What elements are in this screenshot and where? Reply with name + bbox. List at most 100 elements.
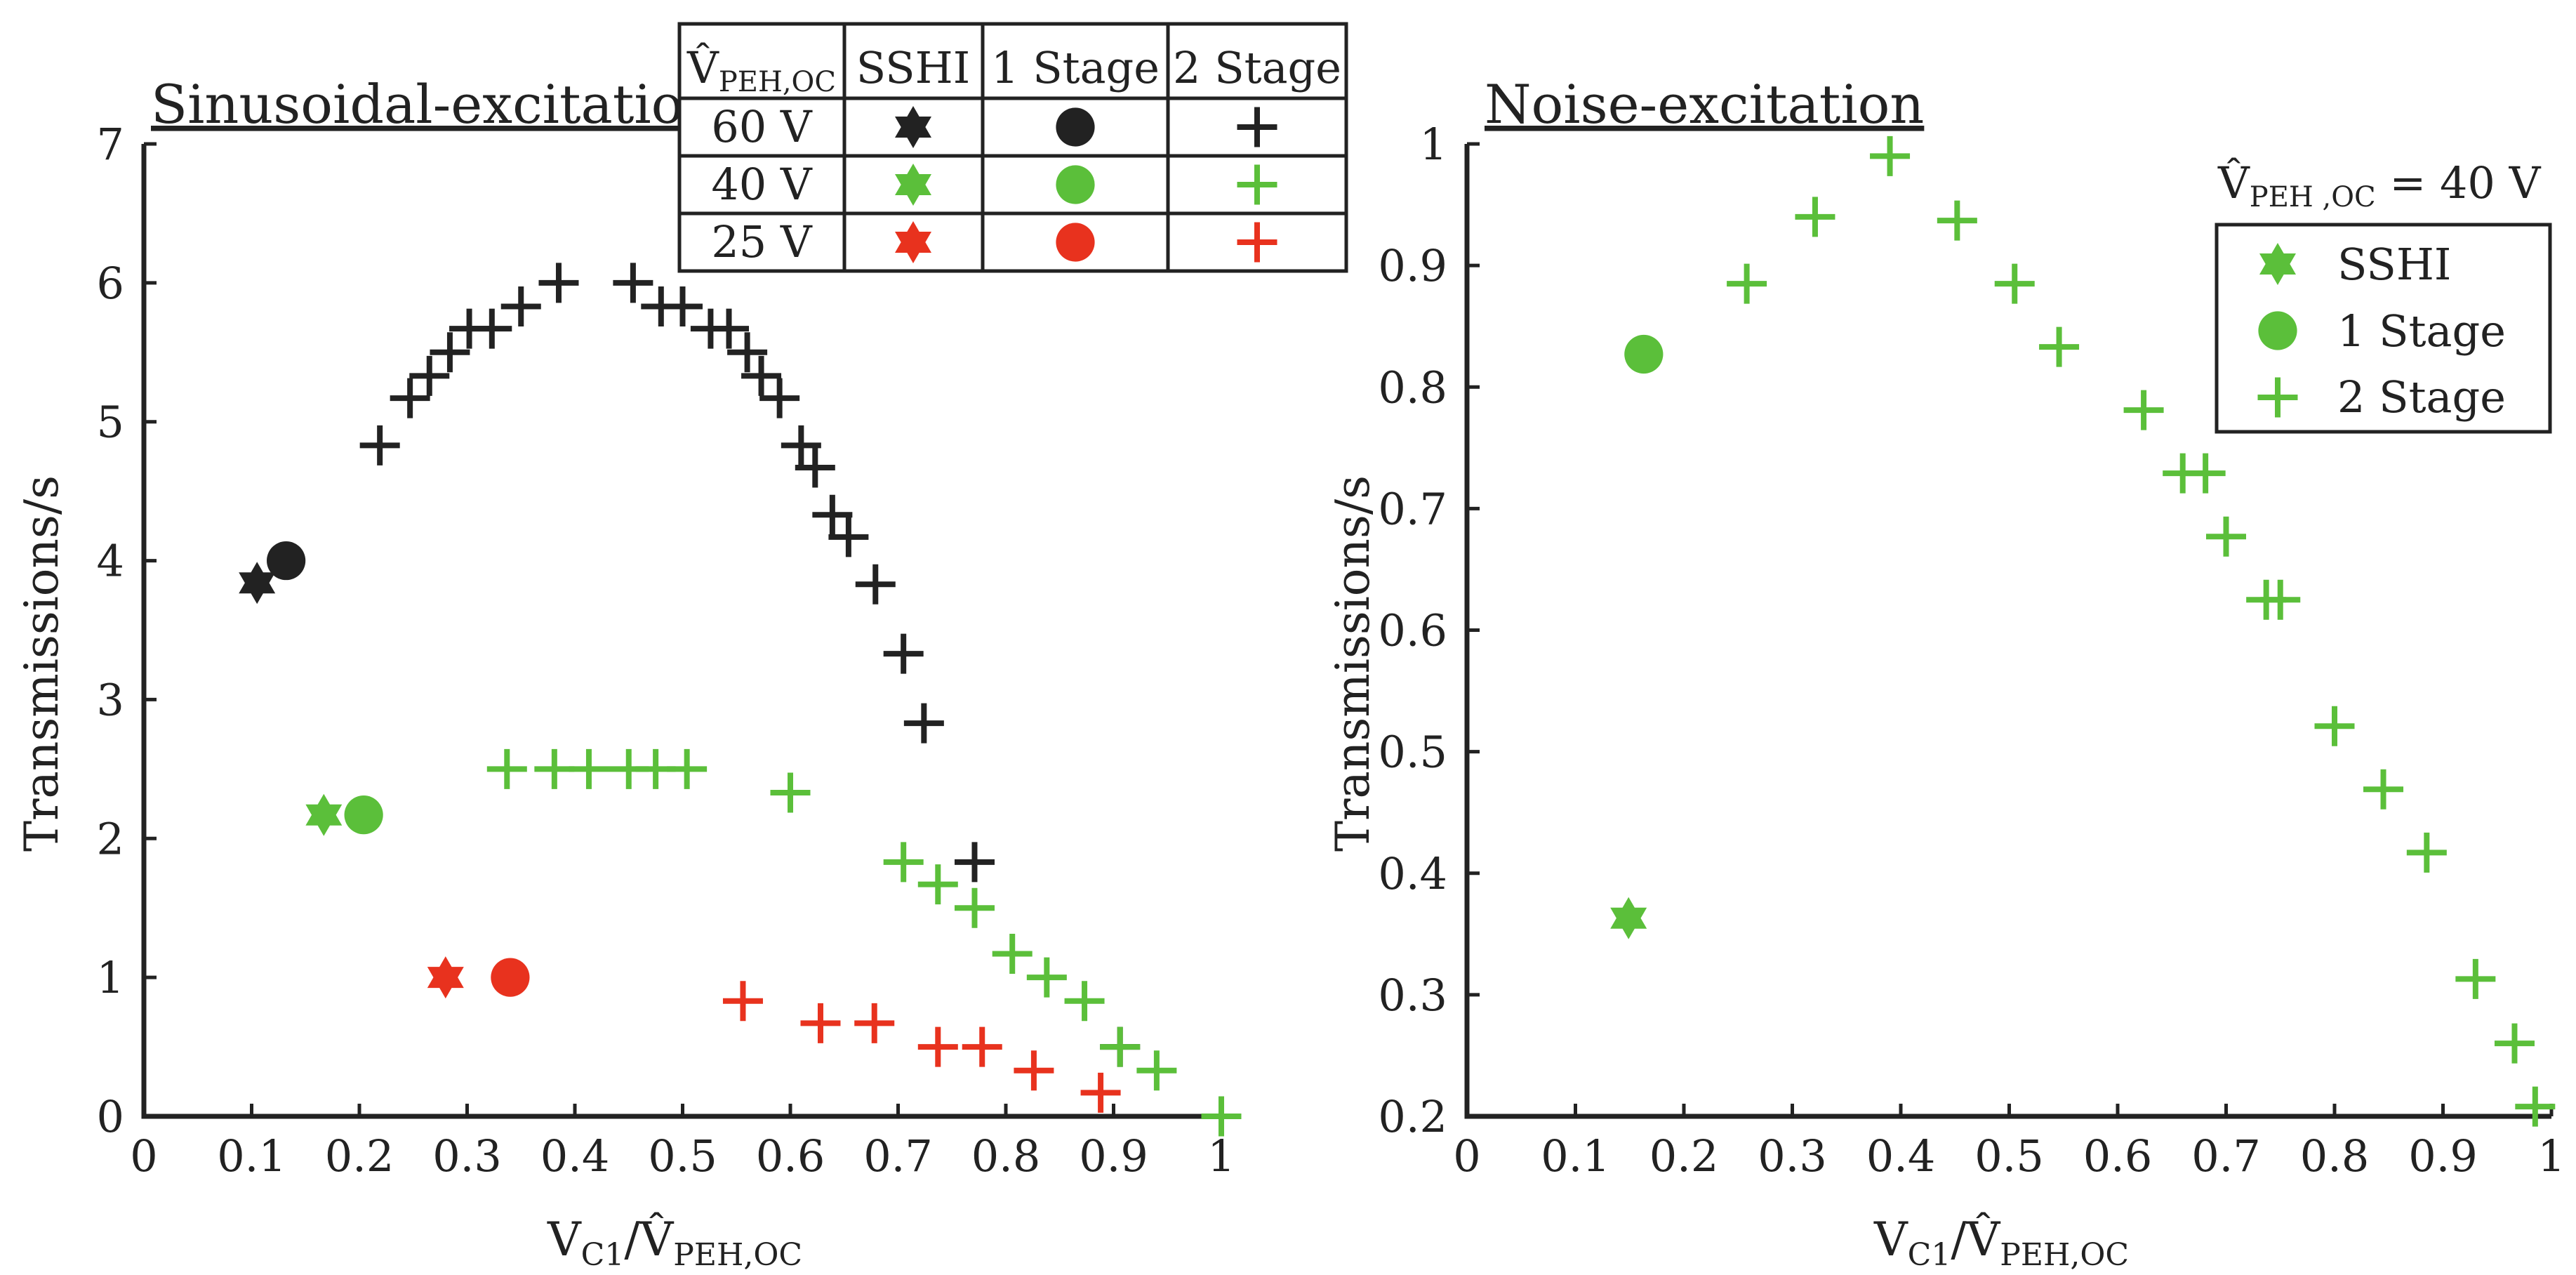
table-header-sshi: SSHI bbox=[856, 42, 970, 93]
legend-table-frame bbox=[677, 22, 1348, 273]
left-chart-title: Sinusoidal-excitation bbox=[151, 73, 717, 136]
data-point-plus bbox=[2406, 832, 2447, 873]
y-tick-label: 0.9 bbox=[1378, 240, 1447, 291]
x-tick-label: 0.9 bbox=[2408, 1130, 2478, 1182]
x-tick-label: 1 bbox=[2537, 1130, 2565, 1182]
data-point-plus bbox=[962, 1026, 1002, 1067]
table-marker-circle bbox=[1056, 107, 1095, 147]
right-ticks: 0 0.1 0.2 0.3 0.4 0.5 0.6 0.7 0.8 0.9 1 0.2 0.3 0.4 0.… bbox=[1378, 119, 2565, 1182]
y-tick-label: 0.8 bbox=[1378, 362, 1447, 413]
data-point-plus bbox=[1100, 1026, 1141, 1067]
data-point-plus bbox=[359, 425, 400, 465]
x-tick-label: 0.3 bbox=[1758, 1130, 1827, 1182]
data-point-plus bbox=[538, 263, 579, 303]
x-tick-label: 0.8 bbox=[971, 1130, 1041, 1182]
legend-marker-plus bbox=[2257, 377, 2298, 418]
data-point-plus bbox=[2314, 706, 2355, 746]
data-point-star bbox=[427, 956, 464, 999]
table-marker-circle bbox=[1056, 223, 1095, 262]
data-point-plus bbox=[812, 494, 853, 535]
legend-sshi: SSHI bbox=[2337, 239, 2451, 290]
data-point-plus bbox=[390, 378, 430, 418]
data-point-plus bbox=[722, 981, 763, 1022]
right-data-points bbox=[1610, 136, 2556, 1127]
data-point-plus bbox=[500, 286, 541, 326]
table-row-60v: 60 V bbox=[711, 101, 813, 152]
data-point-plus bbox=[1727, 263, 1767, 304]
table-markers bbox=[895, 106, 1277, 263]
data-point-plus bbox=[486, 748, 527, 789]
y-tick-label: 0.6 bbox=[1378, 605, 1447, 656]
table-header-1stage: 1 Stage bbox=[991, 42, 1160, 93]
data-point-plus bbox=[2123, 390, 2164, 430]
data-point-plus bbox=[883, 633, 924, 674]
left-data-points bbox=[239, 263, 1242, 1137]
data-point-plus bbox=[472, 308, 512, 349]
data-point-plus bbox=[430, 332, 470, 373]
table-marker-star bbox=[895, 221, 931, 263]
right-y-axis-label: Transmissions/s bbox=[1326, 475, 1380, 852]
x-tick-label: 0.6 bbox=[2083, 1130, 2153, 1182]
data-point-circle bbox=[1624, 334, 1664, 374]
legend-2stage: 2 Stage bbox=[2337, 371, 2506, 423]
data-point-plus bbox=[2260, 579, 2301, 620]
legend-marker-circle bbox=[2258, 311, 2297, 350]
x-tick-label: 1 bbox=[1207, 1130, 1235, 1182]
data-point-plus bbox=[1201, 1096, 1242, 1137]
data-point-plus bbox=[534, 748, 575, 789]
right-chart-title: Noise-excitation bbox=[1485, 73, 1924, 136]
table-marker-plus bbox=[1237, 164, 1277, 205]
data-point-plus bbox=[800, 1003, 841, 1043]
x-tick-label: 0.5 bbox=[648, 1130, 717, 1182]
data-point-plus bbox=[903, 703, 944, 744]
data-point-plus bbox=[741, 355, 782, 396]
data-point-plus bbox=[854, 1003, 895, 1043]
data-point-plus bbox=[759, 378, 800, 418]
y-tick-label: 4 bbox=[97, 536, 124, 587]
data-point-star bbox=[1610, 897, 1647, 939]
x-tick-label: 0.9 bbox=[1079, 1130, 1148, 1182]
data-point-star bbox=[305, 793, 343, 836]
legend-1stage: 1 Stage bbox=[2337, 305, 2506, 357]
x-tick-label: 0.2 bbox=[1649, 1130, 1719, 1182]
data-point-plus bbox=[709, 308, 750, 349]
data-point-plus bbox=[855, 564, 896, 605]
data-point-plus bbox=[2363, 769, 2404, 810]
data-point-plus bbox=[2515, 1086, 2556, 1127]
x-tick-label: 0 bbox=[130, 1130, 157, 1182]
data-point-plus bbox=[727, 332, 768, 373]
y-tick-label: 0.4 bbox=[1378, 848, 1447, 899]
data-point-plus bbox=[663, 286, 703, 326]
x-tick-label: 0.8 bbox=[2300, 1130, 2370, 1182]
data-point-plus bbox=[2455, 958, 2496, 999]
table-marker-star bbox=[895, 106, 931, 148]
left-y-axis-label: Transmissions/s bbox=[15, 475, 69, 852]
data-point-plus bbox=[1870, 136, 1911, 176]
data-point-plus bbox=[883, 842, 924, 883]
data-point-plus bbox=[1994, 263, 2035, 304]
data-point-plus bbox=[770, 772, 811, 813]
table-row-25v: 25 V bbox=[711, 216, 813, 267]
data-point-plus bbox=[1080, 1072, 1121, 1113]
x-tick-label: 0.7 bbox=[863, 1130, 933, 1182]
y-tick-label: 0.7 bbox=[1378, 483, 1447, 534]
y-tick-label: 0 bbox=[97, 1091, 124, 1142]
data-point-plus bbox=[917, 864, 958, 905]
data-point-plus bbox=[1064, 981, 1105, 1022]
voltage-legend-table: V̂PEH,OC SSHI 1 Stage 2 Stage 60 V 40 V … bbox=[677, 22, 1348, 273]
y-tick-label: 6 bbox=[97, 258, 124, 309]
data-point-circle bbox=[491, 958, 530, 997]
table-row-40v: 40 V bbox=[711, 159, 813, 210]
legend-marker-star bbox=[2259, 243, 2296, 285]
x-tick-label: 0.2 bbox=[325, 1130, 394, 1182]
data-point-plus bbox=[917, 1026, 958, 1067]
data-point-circle bbox=[267, 541, 306, 581]
x-tick-label: 0.1 bbox=[1541, 1130, 1610, 1182]
y-tick-label: 0.5 bbox=[1378, 727, 1447, 778]
table-marker-star bbox=[895, 164, 931, 206]
y-tick-label: 1 bbox=[1420, 119, 1447, 170]
x-tick-label: 0.1 bbox=[217, 1130, 286, 1182]
table-marker-circle bbox=[1056, 165, 1095, 204]
data-point-plus bbox=[2185, 453, 2226, 494]
